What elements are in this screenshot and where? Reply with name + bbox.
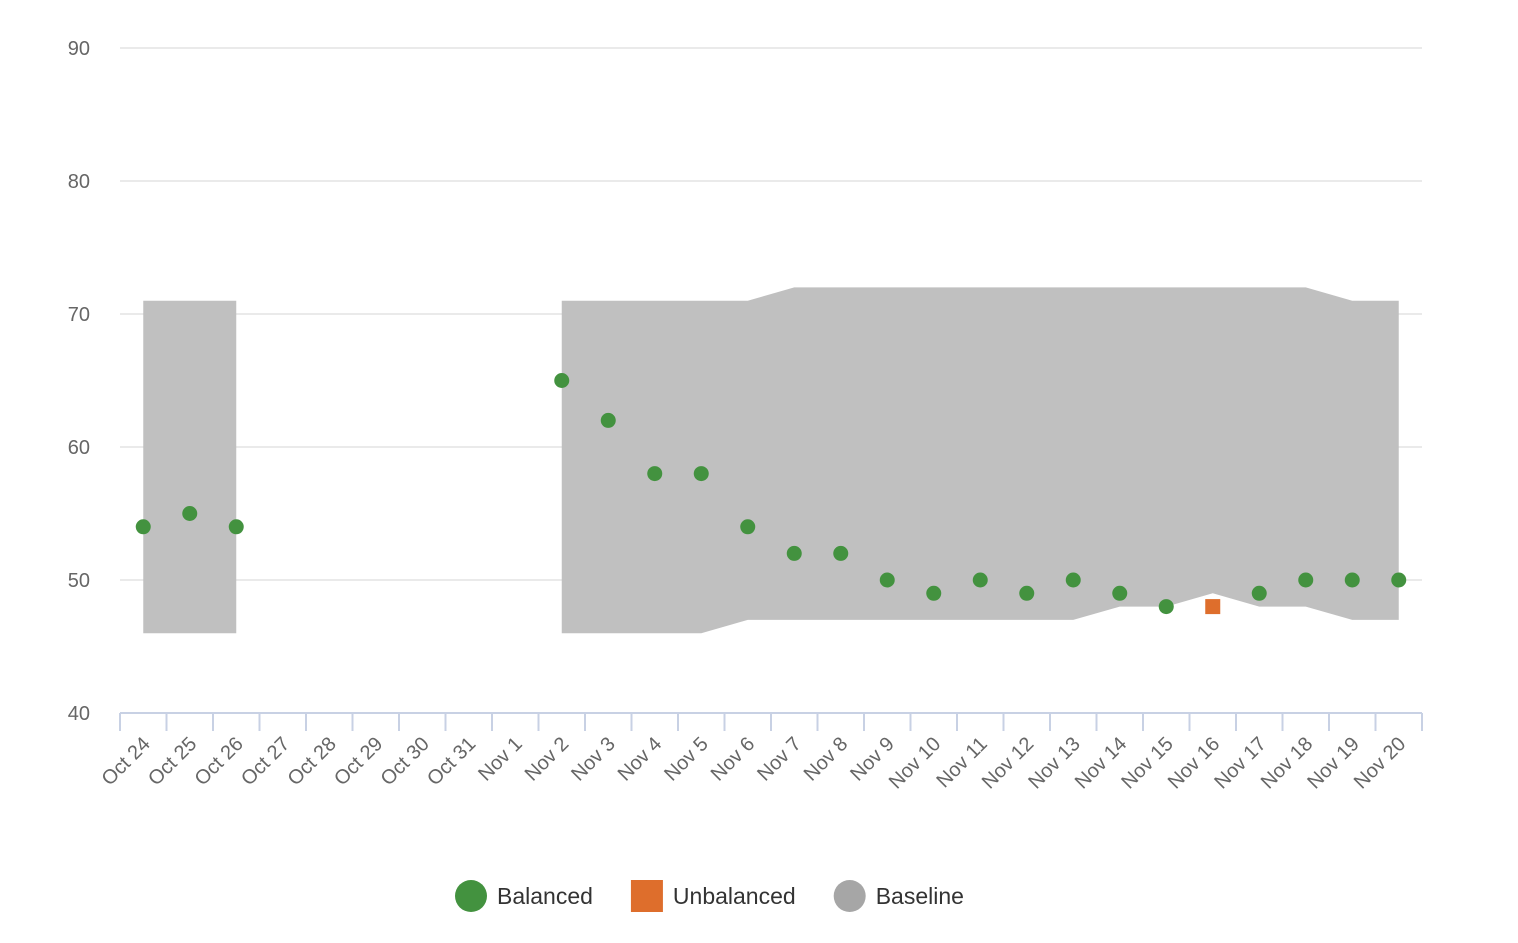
balanced-point[interactable]: [600, 412, 616, 428]
balanced-point[interactable]: [740, 519, 756, 535]
legend[interactable]: Balanced Unbalanced Baseline: [455, 880, 964, 912]
x-tick-label: Oct 26: [191, 733, 248, 790]
x-tick-label: Oct 27: [237, 733, 294, 790]
x-tick-label: Nov 4: [614, 733, 667, 786]
unbalanced-point[interactable]: [1205, 599, 1221, 615]
x-tick-label: Nov 13: [1024, 733, 1084, 793]
balanced-point[interactable]: [926, 585, 942, 601]
balanced-point[interactable]: [1391, 572, 1407, 588]
balanced-point[interactable]: [182, 506, 198, 521]
x-tick-label: Nov 2: [521, 733, 574, 786]
balanced-point[interactable]: [693, 466, 709, 482]
x-tick-label: Nov 14: [1071, 733, 1131, 793]
balanced-point[interactable]: [786, 545, 802, 561]
x-axis: [119, 712, 1423, 731]
x-tick-label: Nov 1: [474, 733, 527, 786]
x-tick-label: Nov 6: [707, 733, 760, 786]
y-tick-label: 40: [68, 703, 90, 725]
x-tick-label: Nov 15: [1117, 733, 1177, 793]
y-axis-tick-labels: 40 50 60 70 80 90: [68, 38, 90, 725]
x-tick-label: Oct 25: [144, 733, 201, 790]
legend-symbol-square-icon: [630, 880, 663, 912]
x-tick-label: Nov 3: [567, 733, 620, 786]
balanced-point[interactable]: [833, 545, 849, 561]
x-tick-label: Nov 18: [1257, 733, 1317, 793]
x-tick-label: Nov 5: [660, 733, 713, 786]
x-tick-label: Nov 7: [753, 733, 806, 786]
balanced-point[interactable]: [228, 519, 244, 535]
x-tick-label: Oct 31: [423, 733, 480, 790]
balanced-point[interactable]: [1158, 599, 1174, 615]
legend-label: Baseline: [876, 883, 964, 909]
y-tick-label: 90: [68, 38, 90, 60]
balanced-point[interactable]: [1298, 572, 1314, 588]
y-tick-label: 80: [68, 171, 90, 193]
x-tick-label: Oct 24: [98, 733, 155, 790]
y-tick-label: 60: [68, 437, 90, 459]
balanced-point[interactable]: [1344, 572, 1360, 588]
x-tick-label: Oct 28: [284, 733, 341, 790]
balanced-point[interactable]: [879, 572, 895, 588]
y-tick-label: 70: [68, 304, 90, 326]
x-tick-label: Nov 17: [1210, 733, 1270, 793]
balanced-point[interactable]: [647, 466, 663, 482]
x-tick-label: Nov 10: [885, 733, 945, 793]
balanced-point[interactable]: [554, 373, 570, 388]
balanced-point[interactable]: [1019, 585, 1035, 601]
baseline-band-segment-2: [561, 287, 1399, 634]
x-tick-label: Oct 29: [330, 733, 387, 790]
balanced-point[interactable]: [135, 519, 151, 535]
x-tick-label: Nov 12: [978, 733, 1038, 793]
x-tick-label: Oct 30: [377, 733, 434, 790]
x-tick-label: Nov 19: [1303, 733, 1363, 793]
y-tick-label: 50: [68, 570, 90, 592]
legend-item-unbalanced[interactable]: Unbalanced: [630, 880, 796, 912]
balanced-point[interactable]: [1251, 585, 1267, 601]
baseline-band-segment-1: [143, 300, 237, 634]
x-tick-label: Nov 16: [1164, 733, 1224, 793]
balanced-point[interactable]: [1065, 572, 1081, 588]
baseline-band-layer: [143, 287, 1399, 634]
legend-item-baseline[interactable]: Baseline: [833, 880, 964, 912]
legend-symbol-circle-icon: [833, 880, 866, 912]
x-tick-label: Nov 8: [800, 733, 853, 786]
balanced-point[interactable]: [972, 572, 988, 588]
legend-item-balanced[interactable]: Balanced: [455, 880, 593, 912]
legend-symbol-circle-icon: [455, 880, 487, 912]
x-tick-label: Nov 20: [1350, 733, 1410, 793]
legend-label: Balanced: [497, 883, 593, 909]
legend-label: Unbalanced: [673, 883, 796, 909]
balanced-point[interactable]: [1112, 585, 1128, 601]
data-points: [135, 373, 1407, 615]
